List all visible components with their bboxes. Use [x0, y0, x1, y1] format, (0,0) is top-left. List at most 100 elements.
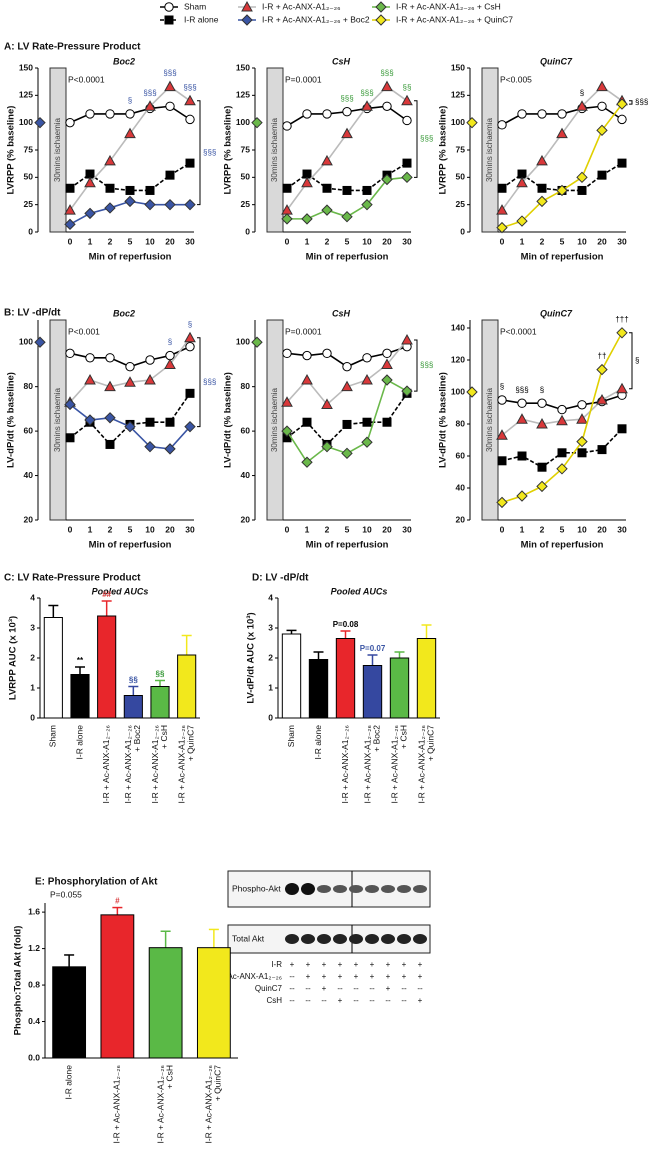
data-point [104, 202, 116, 214]
x-tick-label: + CsH [159, 725, 169, 749]
x-tick-label: I-R alone [74, 725, 84, 760]
x-axis-label: Min of reperfusion [306, 252, 389, 263]
y-tick-label: 125 [236, 90, 250, 100]
y-tick-label: 0.8 [28, 979, 40, 989]
data-point [185, 341, 195, 352]
x-axis-label: Min of reperfusion [89, 252, 172, 263]
bar [100, 914, 135, 1059]
ischaemia-box [266, 67, 284, 233]
data-point [576, 413, 588, 424]
data-point [556, 127, 568, 139]
data-point [125, 185, 135, 195]
band [413, 934, 427, 944]
condition-label: CsH [266, 996, 282, 1005]
y-tick-label: 40 [241, 470, 251, 480]
data-point [557, 448, 567, 458]
data-point [342, 185, 352, 195]
significance-label: §§§ [183, 83, 196, 92]
side-label: §§§ [635, 98, 648, 107]
y-tick-label: 100 [236, 117, 250, 127]
data-point [125, 361, 135, 372]
data-point [342, 419, 352, 429]
condition-mark: -- [289, 984, 295, 993]
data-point [617, 424, 627, 434]
data-point [342, 361, 352, 372]
subtitle: QuinC7 [540, 56, 573, 66]
y-axis-label: LVRPP (% baseline) [438, 106, 449, 195]
x-tick-label: 5 [560, 524, 565, 534]
data-point [145, 185, 155, 195]
data-point [341, 210, 353, 223]
subtitle: Pooled AUCs [331, 586, 388, 596]
data-point [302, 417, 312, 427]
condition-mark: -- [401, 996, 407, 1005]
data-point [497, 395, 507, 405]
x-tick-label: 0 [68, 524, 73, 534]
y-axis-label: LV-dP/dt AUC (x 10³) [246, 612, 257, 703]
bar [308, 659, 329, 719]
condition-mark: + [386, 972, 391, 981]
x-tick-label: 5 [345, 236, 350, 246]
condition-mark: -- [369, 996, 375, 1005]
legend-marker [375, 14, 387, 26]
data-point [557, 404, 567, 415]
y-tick-label: 25 [241, 199, 251, 209]
side-label: §§§ [420, 134, 433, 143]
data-point [597, 445, 607, 455]
data-point [165, 101, 175, 111]
y-tick-label: 150 [236, 62, 250, 72]
bar [148, 947, 183, 1059]
y-tick-label: 75 [241, 144, 251, 154]
baseline-marker [34, 116, 46, 129]
x-tick-label: 20 [382, 524, 392, 534]
ischaemia-box [481, 67, 499, 233]
condition-mark: -- [353, 984, 359, 993]
x-tick-label: 20 [597, 236, 607, 246]
significance-label: § [128, 96, 132, 105]
data-point [402, 158, 412, 168]
data-point [577, 185, 587, 195]
data-point [84, 176, 96, 188]
x-tick-label: 30 [402, 236, 412, 246]
x-tick-label: I-R alone [63, 1065, 73, 1100]
subtitle: Pooled AUCs [92, 586, 149, 596]
data-point [596, 363, 608, 376]
significance-label: § [168, 338, 172, 347]
band [365, 885, 379, 893]
significance-label: § [188, 320, 192, 329]
condition-mark: + [322, 972, 327, 981]
x-tick-label: 0 [500, 524, 505, 534]
data-point [104, 412, 116, 424]
data-point [361, 436, 373, 448]
data-point [617, 114, 627, 125]
ischaemia-box [266, 319, 284, 521]
data-point [517, 451, 527, 461]
band [381, 885, 395, 893]
data-point [382, 417, 392, 427]
y-tick-label: 80 [241, 381, 251, 391]
data-point [105, 183, 115, 193]
data-point [281, 213, 293, 225]
y-tick-label: 1.2 [28, 943, 40, 953]
condition-mark: + [338, 960, 343, 969]
x-tick-label: 1 [520, 524, 525, 534]
y-tick-label: 1 [268, 682, 273, 692]
data-point [322, 183, 332, 193]
x-tick-label: I-R + Ac-ANX-A1₂₋₂₆ [416, 725, 426, 804]
data-point [145, 355, 155, 365]
data-point [616, 98, 628, 110]
y-tick-label: 120 [451, 354, 465, 364]
condition-mark: -- [337, 984, 343, 993]
x-tick-label: + Boc2 [371, 725, 381, 752]
bar [362, 665, 383, 719]
x-tick-label: 30 [402, 524, 412, 534]
x-tick-label: 2 [325, 236, 330, 246]
x-tick-label: + CsH [164, 1065, 174, 1089]
side-label: §§§ [420, 361, 433, 370]
y-tick-label: 0 [268, 712, 273, 722]
y-axis-label: LVRPP (% baseline) [223, 106, 234, 195]
bar [150, 686, 170, 719]
significance-label: §§§ [380, 69, 393, 78]
baseline-marker [251, 336, 263, 348]
condition-mark: + [370, 960, 375, 969]
